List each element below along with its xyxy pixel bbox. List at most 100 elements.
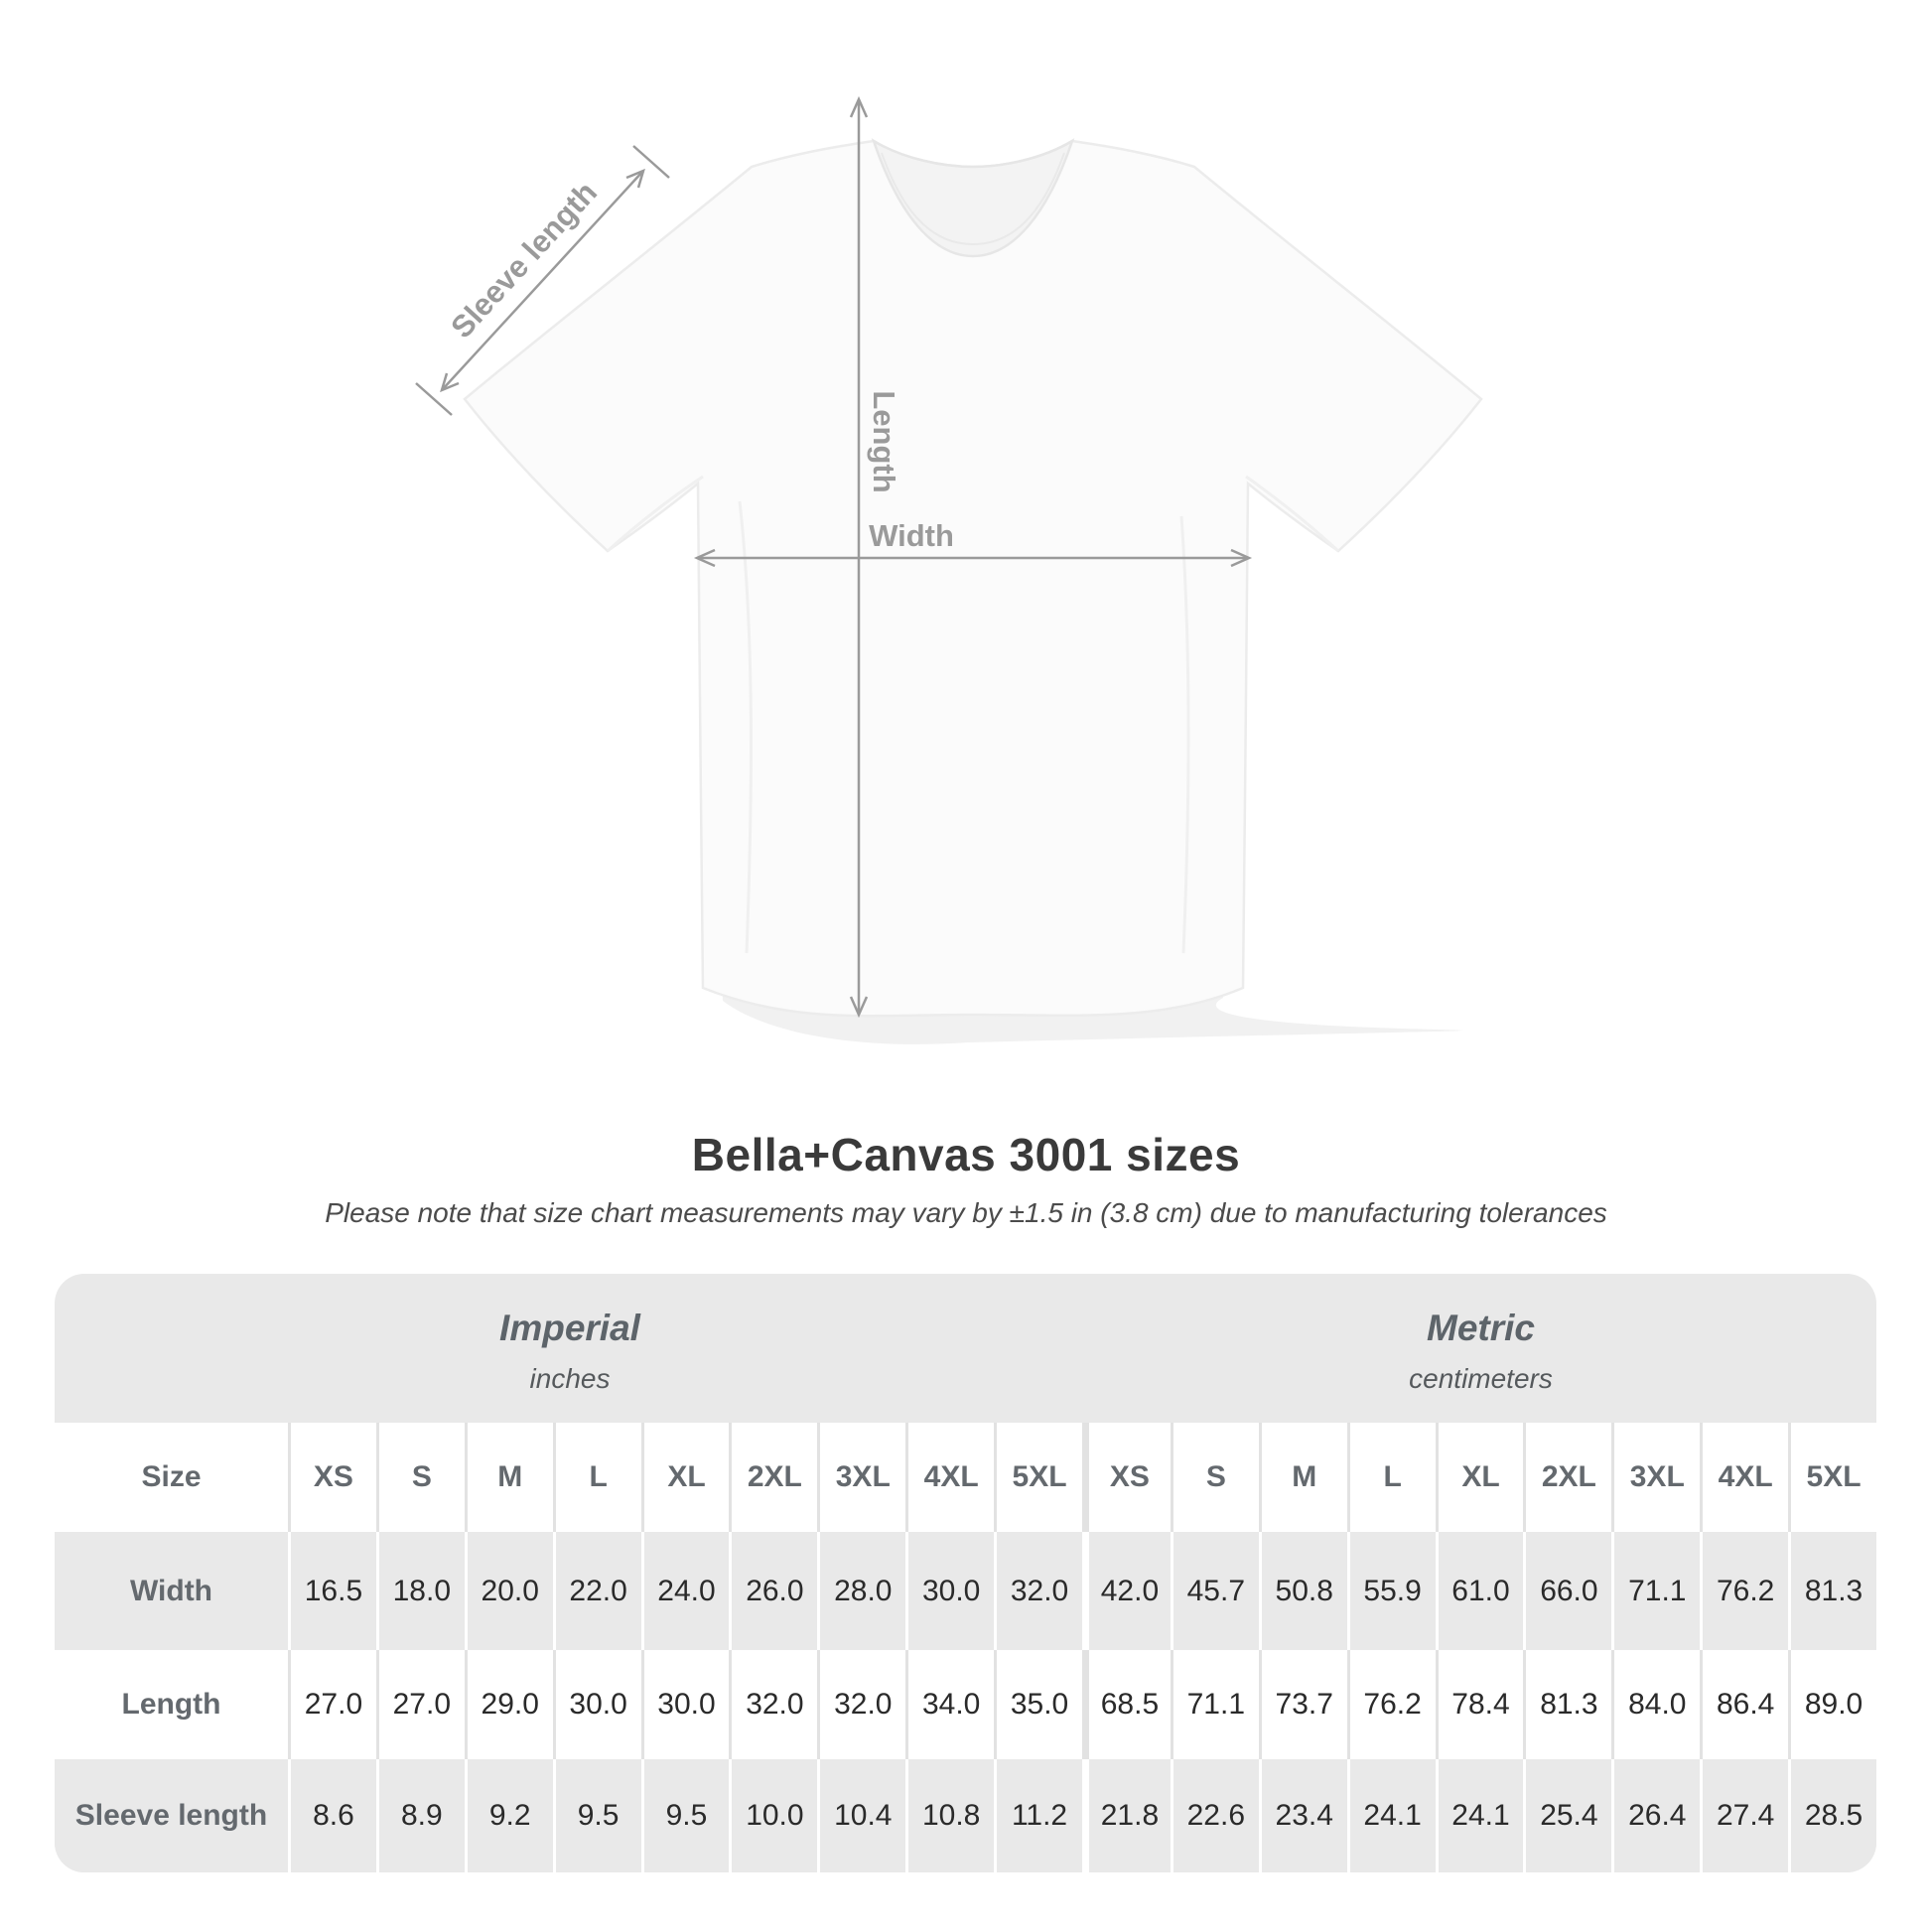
cell-value: 84.0 [1611,1650,1700,1759]
cell-value: 22.6 [1170,1759,1259,1872]
cell-value: 68.5 [1081,1650,1171,1759]
cell-value: 50.8 [1258,1532,1347,1650]
cell-value: 34.0 [905,1650,994,1759]
cell-value: 21.8 [1081,1759,1171,1872]
cell-value: 26.4 [1611,1759,1700,1872]
cell-value: 28.0 [817,1532,905,1650]
cell-value: 9.5 [640,1759,730,1872]
length-label: Length [867,390,901,492]
cell-value: 29.0 [464,1650,553,1759]
cell-value: 10.4 [817,1759,905,1872]
cell-value: 24.0 [640,1532,730,1650]
table-row: Width 16.5 18.0 20.0 22.0 24.0 26.0 28.0 30.0 32.… [55,1532,1876,1650]
metric-unit: centimeters [1409,1363,1553,1394]
page-subtitle: Please note that size chart measurements… [325,1197,1607,1228]
cell-value: 27.4 [1700,1759,1788,1872]
sleeve-length-arrow [415,145,670,416]
cell-value: 8.6 [288,1759,376,1872]
cell-value: 71.1 [1170,1650,1259,1759]
size-table: Imperial inches Metric centimeters Size … [55,1274,1876,1872]
cell-value: 27.0 [375,1650,465,1759]
cell-value: 89.0 [1788,1650,1876,1759]
cell-value: 9.2 [464,1759,553,1872]
cell-value: 78.4 [1435,1650,1524,1759]
tshirt-measurement-diagram: Sleeve length Length Width [415,95,1483,1044]
cell-value: 22.0 [552,1532,641,1650]
size-col-header: XL [640,1423,730,1532]
imperial-label: Imperial [499,1308,640,1348]
unit-group-header: Imperial inches Metric centimeters [55,1274,1876,1423]
size-col-header: 4XL [1700,1423,1788,1532]
cell-value: 8.9 [375,1759,465,1872]
cell-value: 20.0 [464,1532,553,1650]
cell-value: 45.7 [1170,1532,1259,1650]
size-col-header: 2XL [729,1423,817,1532]
tshirt-collar [871,138,1075,258]
size-col-header: 5XL [994,1423,1082,1532]
cell-value: 18.0 [375,1532,465,1650]
table-row: Sleeve length 8.6 8.9 9.2 9.5 9.5 10.0 10.4 10.8… [55,1759,1876,1872]
cell-value: 30.0 [905,1532,994,1650]
width-label: Width [869,518,954,553]
cell-value: 86.4 [1700,1650,1788,1759]
cell-value: 66.0 [1523,1532,1611,1650]
cell-value: 32.0 [729,1650,817,1759]
measurement-annotations [415,95,1253,1019]
size-col-header: M [464,1423,553,1532]
metric-label: Metric [1427,1308,1535,1348]
cell-value: 55.9 [1346,1532,1436,1650]
imperial-group-header: Imperial inches [55,1274,1085,1423]
cell-value: 27.0 [288,1650,376,1759]
cell-value: 23.4 [1258,1759,1347,1872]
row-label: Length [121,1688,221,1721]
size-col-header: XL [1435,1423,1524,1532]
cell-value: 30.0 [552,1650,641,1759]
tshirt-fold-lines [606,475,1340,954]
cell-value: 81.3 [1788,1532,1876,1650]
cell-value: 24.1 [1435,1759,1524,1872]
cell-value: 16.5 [288,1532,376,1650]
size-col-header: XS [288,1423,376,1532]
size-col-header: S [1170,1423,1259,1532]
cell-value: 11.2 [994,1759,1082,1872]
imperial-unit: inches [529,1363,611,1394]
cell-value: 71.1 [1611,1532,1700,1650]
cell-value: 26.0 [729,1532,817,1650]
cell-value: 24.1 [1346,1759,1436,1872]
size-col-header: L [552,1423,641,1532]
size-col-header: 3XL [1611,1423,1700,1532]
cell-value: 61.0 [1435,1532,1524,1650]
cell-value: 28.5 [1788,1759,1876,1872]
size-col-header: 2XL [1523,1423,1611,1532]
page-title: Bella+Canvas 3001 sizes [691,1129,1241,1180]
size-header-row: Size XS S M L XL 2XL 3XL 4XL 5XL XS S M L XL 2XL 3XL 4XL… [55,1423,1876,1532]
size-col-header: S [375,1423,465,1532]
cell-value: 30.0 [640,1650,730,1759]
size-col-header: 3XL [817,1423,905,1532]
cell-value: 76.2 [1346,1650,1436,1759]
tshirt-silhouette [463,139,1483,1018]
size-col-header: M [1258,1423,1347,1532]
width-arrow [693,548,1253,568]
table-row: Length 27.0 27.0 29.0 30.0 30.0 32.0 32.0 34.0 35… [55,1650,1876,1759]
cell-value: 32.0 [994,1532,1082,1650]
size-col-header: 5XL [1788,1423,1876,1532]
size-row-label: Size [141,1460,202,1493]
size-col-header: 4XL [905,1423,994,1532]
cell-value: 9.5 [552,1759,641,1872]
size-col-header: L [1346,1423,1436,1532]
metric-group-header: Metric centimeters [1085,1274,1876,1423]
cell-value: 42.0 [1081,1532,1171,1650]
cell-value: 10.8 [905,1759,994,1872]
size-col-header: XS [1081,1423,1171,1532]
cell-value: 76.2 [1700,1532,1788,1650]
row-label: Width [129,1574,213,1607]
cell-value: 25.4 [1523,1759,1611,1872]
cell-value: 35.0 [994,1650,1082,1759]
row-label: Sleeve length [74,1799,268,1832]
table-body: Width 16.5 18.0 20.0 22.0 24.0 26.0 28.0 30.0 32.… [55,1532,1876,1872]
cell-value: 32.0 [817,1650,905,1759]
tshirt-collar-inner-line [881,152,1065,246]
cell-value: 81.3 [1523,1650,1611,1759]
